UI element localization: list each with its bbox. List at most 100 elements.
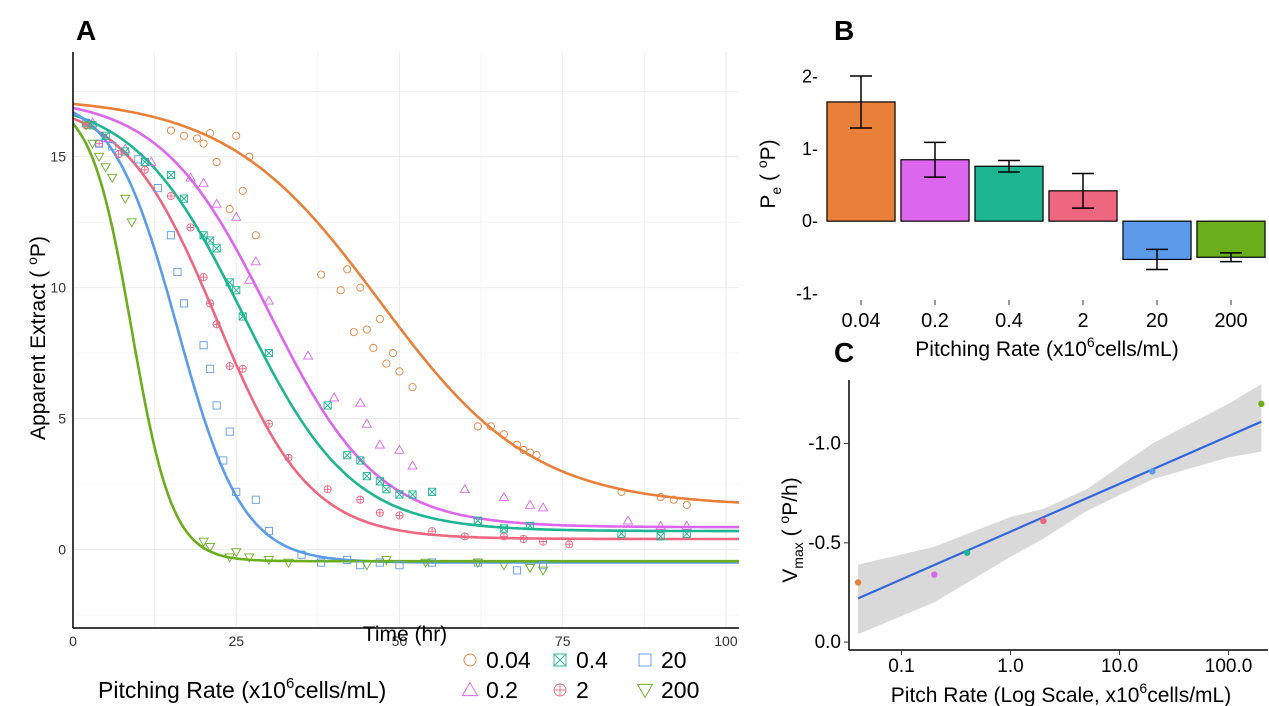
data-point-0_04 bbox=[251, 231, 260, 240]
error-bar-2 bbox=[1072, 172, 1094, 209]
error-bar-20 bbox=[1146, 248, 1168, 271]
data-point-0_04 bbox=[179, 131, 189, 140]
data-point-0_2 bbox=[328, 392, 340, 402]
data-point-2 bbox=[199, 273, 208, 282]
fit-curve-0_2 bbox=[72, 106, 739, 529]
data-point-0_2 bbox=[394, 444, 405, 454]
vmax-point bbox=[1040, 517, 1047, 525]
panel-b-x-tick-label: 0.4 bbox=[995, 310, 1023, 332]
data-point-0_04 bbox=[486, 422, 495, 431]
data-point-0_4 bbox=[526, 521, 535, 530]
panel-c-data-points bbox=[854, 400, 1265, 586]
data-point-0_2 bbox=[263, 295, 275, 305]
data-point-0_4 bbox=[264, 349, 273, 358]
data-point-0_4 bbox=[356, 456, 365, 465]
data-point-0_4 bbox=[617, 529, 626, 538]
data-point-0_04 bbox=[206, 129, 215, 138]
data-point-0_04 bbox=[669, 495, 678, 504]
data-point-200 bbox=[263, 556, 275, 566]
data-point-2 bbox=[212, 320, 221, 329]
vmax-point bbox=[931, 571, 938, 578]
data-point-0_2 bbox=[374, 439, 386, 449]
data-point-2 bbox=[264, 419, 273, 428]
data-point-200 bbox=[119, 194, 131, 205]
data-point-0_4 bbox=[179, 194, 189, 203]
data-point-2 bbox=[166, 191, 175, 201]
data-point-20 bbox=[317, 558, 326, 567]
data-point-0_4 bbox=[408, 490, 417, 499]
legend-marker-2 bbox=[553, 683, 567, 697]
data-point-20 bbox=[166, 231, 175, 240]
vmax-point bbox=[1149, 468, 1156, 475]
panel-a-x-tick-label: 50 bbox=[392, 633, 408, 649]
data-point-0_2 bbox=[524, 499, 536, 509]
data-point-0_04 bbox=[336, 286, 345, 295]
legend-label-0_4: 0.4 bbox=[576, 647, 608, 673]
data-point-0_4 bbox=[343, 451, 352, 460]
panel-b-y-tick-label: 1- bbox=[802, 139, 818, 159]
panel-c-x-tick-label: 100.0 bbox=[1205, 656, 1253, 677]
data-point-0_4 bbox=[166, 171, 175, 180]
data-point-2 bbox=[539, 537, 548, 546]
legend-marker-0_4 bbox=[553, 653, 567, 667]
data-point-0_04 bbox=[193, 134, 202, 143]
panel-b-x-tick-label: 0.04 bbox=[842, 310, 881, 332]
data-point-0_2 bbox=[302, 350, 314, 360]
data-point-20 bbox=[343, 555, 352, 564]
panel-b-x-axis-label: Pitching Rate (x106cells/mL) bbox=[915, 334, 1178, 361]
data-point-0_4 bbox=[473, 516, 482, 525]
data-point-200 bbox=[80, 121, 92, 131]
panel-c-label: C bbox=[834, 337, 854, 368]
data-point-0_04 bbox=[532, 451, 541, 460]
data-point-0_2 bbox=[244, 274, 255, 284]
data-point-0_2 bbox=[681, 520, 693, 530]
data-point-0_4 bbox=[499, 524, 508, 533]
data-point-0_04 bbox=[682, 500, 691, 509]
data-point-0_04 bbox=[519, 445, 528, 455]
bar-200 bbox=[1196, 220, 1266, 258]
data-point-2 bbox=[428, 527, 437, 536]
panel-a-x-tick-label: 100 bbox=[714, 633, 738, 649]
panel-b-x-tick-label: 200 bbox=[1214, 310, 1247, 332]
data-point-20 bbox=[297, 550, 306, 559]
data-point-20 bbox=[173, 267, 182, 276]
data-point-0_4 bbox=[656, 532, 665, 541]
panel-a-y-tick-label: 15 bbox=[50, 149, 66, 165]
data-point-20 bbox=[199, 341, 208, 350]
panel-a-gridlines bbox=[72, 52, 739, 628]
data-point-0_4 bbox=[682, 529, 691, 538]
data-point-0_2 bbox=[622, 515, 634, 525]
data-point-200 bbox=[381, 556, 392, 566]
data-point-0_2 bbox=[185, 172, 196, 182]
panel-a-x-tick-label: 75 bbox=[555, 633, 571, 649]
data-point-20 bbox=[153, 184, 162, 193]
data-point-0_4 bbox=[395, 490, 404, 499]
data-point-200 bbox=[87, 139, 98, 150]
data-point-200 bbox=[198, 537, 209, 548]
legend-label-20: 20 bbox=[661, 647, 687, 673]
data-point-0_04 bbox=[408, 383, 417, 392]
data-point-0_04 bbox=[349, 328, 358, 337]
data-point-200 bbox=[230, 548, 242, 558]
data-point-0_04 bbox=[473, 422, 482, 431]
data-point-2 bbox=[519, 534, 528, 544]
data-point-2 bbox=[284, 453, 293, 462]
data-point-2 bbox=[323, 485, 332, 494]
data-point-2 bbox=[395, 511, 404, 520]
data-point-0_4 bbox=[225, 278, 234, 287]
data-point-2 bbox=[238, 364, 247, 373]
panel-a-legend-title: Pitching Rate (x106cells/mL) bbox=[98, 675, 386, 703]
legend-label-0_2: 0.2 bbox=[486, 677, 518, 703]
panel-c-x-axis-label: Pitch Rate (Log Scale, x106cells/mL) bbox=[891, 680, 1231, 706]
panel-c-y-tick-label: -1.0 bbox=[808, 434, 841, 455]
data-point-20 bbox=[134, 155, 143, 164]
panel-a-tick-labels: 0 25 50 75 100 0 5 10 15 bbox=[50, 149, 737, 649]
panel-b-bars bbox=[826, 75, 1266, 271]
data-point-20 bbox=[539, 561, 548, 570]
panel-b-y-axis-label: Pe ( oP) bbox=[754, 139, 784, 208]
fit-curve-200 bbox=[71, 122, 739, 563]
data-point-0_04 bbox=[512, 440, 522, 449]
panel-b-label: B bbox=[834, 15, 854, 46]
data-point-0_2 bbox=[537, 502, 549, 512]
data-point-0_4 bbox=[140, 157, 149, 167]
